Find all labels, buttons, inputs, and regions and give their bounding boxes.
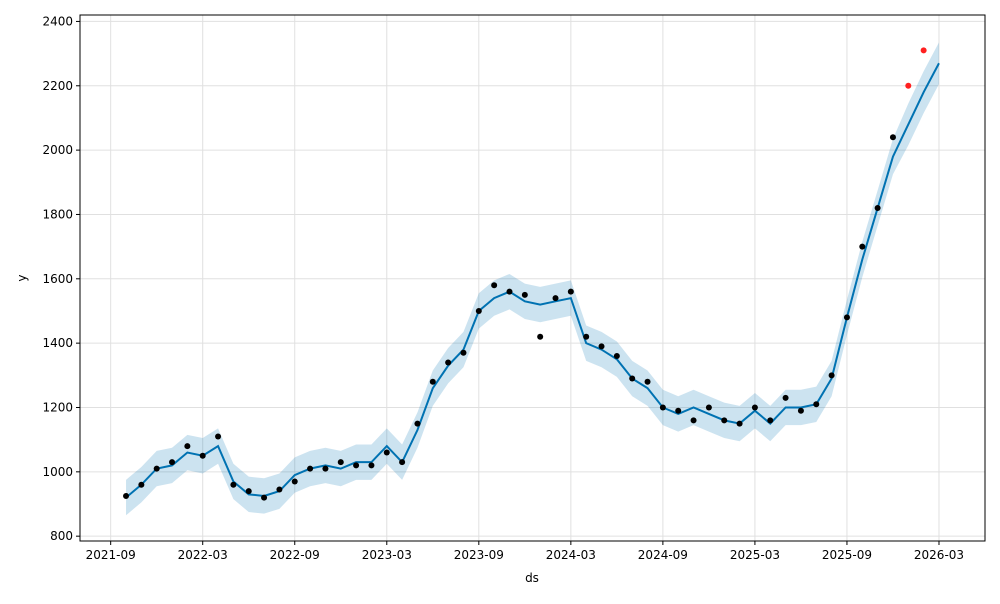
data-point — [337, 459, 344, 466]
data-point — [414, 420, 421, 427]
data-point — [399, 459, 406, 466]
y-tick-label: 2000 — [42, 143, 73, 157]
data-point — [276, 486, 283, 493]
x-tick-label: 2023-03 — [362, 548, 412, 562]
data-point — [521, 291, 528, 298]
y-tick-label: 1400 — [42, 336, 73, 350]
data-point — [123, 492, 130, 499]
data-point — [629, 375, 636, 382]
data-point — [782, 394, 789, 401]
data-point — [230, 481, 237, 488]
data-point — [644, 378, 651, 385]
data-point — [552, 295, 559, 302]
data-point — [797, 407, 804, 414]
data-point — [368, 462, 375, 469]
x-tick-label: 2025-09 — [822, 548, 872, 562]
data-point — [843, 314, 850, 321]
data-point — [567, 288, 574, 295]
y-tick-label: 1200 — [42, 400, 73, 414]
data-point — [429, 378, 436, 385]
data-point — [199, 452, 206, 459]
data-point — [460, 349, 467, 356]
data-point — [475, 307, 482, 314]
data-point — [767, 417, 774, 424]
data-point — [859, 243, 866, 250]
data-point — [138, 481, 145, 488]
data-point — [690, 417, 697, 424]
data-point — [721, 417, 728, 424]
data-point — [153, 465, 160, 472]
data-point — [261, 494, 268, 501]
data-point — [307, 465, 314, 472]
uncertainty-band — [126, 42, 939, 516]
x-tick-label: 2022-09 — [270, 548, 320, 562]
x-tick-label: 2026-03 — [914, 548, 964, 562]
x-tick-label: 2022-03 — [178, 548, 228, 562]
data-point — [245, 488, 252, 495]
data-point — [813, 401, 820, 408]
x-tick-label: 2023-09 — [454, 548, 504, 562]
y-axis-label: y — [15, 274, 29, 281]
x-tick-label: 2021-09 — [86, 548, 136, 562]
data-point — [506, 288, 513, 295]
x-tick-label: 2025-03 — [730, 548, 780, 562]
data-point — [445, 359, 452, 366]
data-point — [583, 333, 590, 340]
data-point — [537, 333, 544, 340]
y-tick-label: 1000 — [42, 465, 73, 479]
y-tick-label: 1800 — [42, 207, 73, 221]
x-tick-label: 2024-03 — [546, 548, 596, 562]
data-point — [874, 205, 881, 212]
data-point — [751, 404, 758, 411]
data-point — [184, 443, 191, 450]
data-point — [613, 353, 620, 360]
data-point — [675, 407, 682, 414]
data-point — [889, 134, 896, 141]
y-tick-label: 2400 — [42, 14, 73, 28]
y-tick-label: 800 — [50, 529, 73, 543]
data-point — [828, 372, 835, 379]
x-tick-label: 2024-09 — [638, 548, 688, 562]
data-point — [383, 449, 390, 456]
data-point — [705, 404, 712, 411]
data-point — [736, 420, 743, 427]
data-point — [215, 433, 222, 440]
data-point — [322, 465, 329, 472]
x-axis-label: ds — [525, 571, 539, 585]
plot-frame — [79, 14, 986, 542]
data-point — [291, 478, 298, 485]
data-point — [491, 282, 498, 289]
data-point — [659, 404, 666, 411]
data-point — [169, 459, 176, 466]
forecast-line — [125, 62, 940, 499]
data-point — [920, 47, 927, 54]
data-point — [905, 82, 912, 89]
y-tick-label: 1600 — [42, 272, 73, 286]
data-point — [353, 462, 360, 469]
data-point — [598, 343, 605, 350]
y-tick-label: 2200 — [42, 79, 73, 93]
